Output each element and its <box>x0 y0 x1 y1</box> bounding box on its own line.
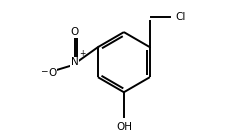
Text: −: − <box>40 67 47 75</box>
Text: O: O <box>70 27 79 37</box>
Text: +: + <box>79 49 85 58</box>
Text: Cl: Cl <box>175 12 185 22</box>
Text: OH: OH <box>115 122 131 132</box>
Text: O: O <box>49 68 57 78</box>
Text: N: N <box>71 57 78 67</box>
